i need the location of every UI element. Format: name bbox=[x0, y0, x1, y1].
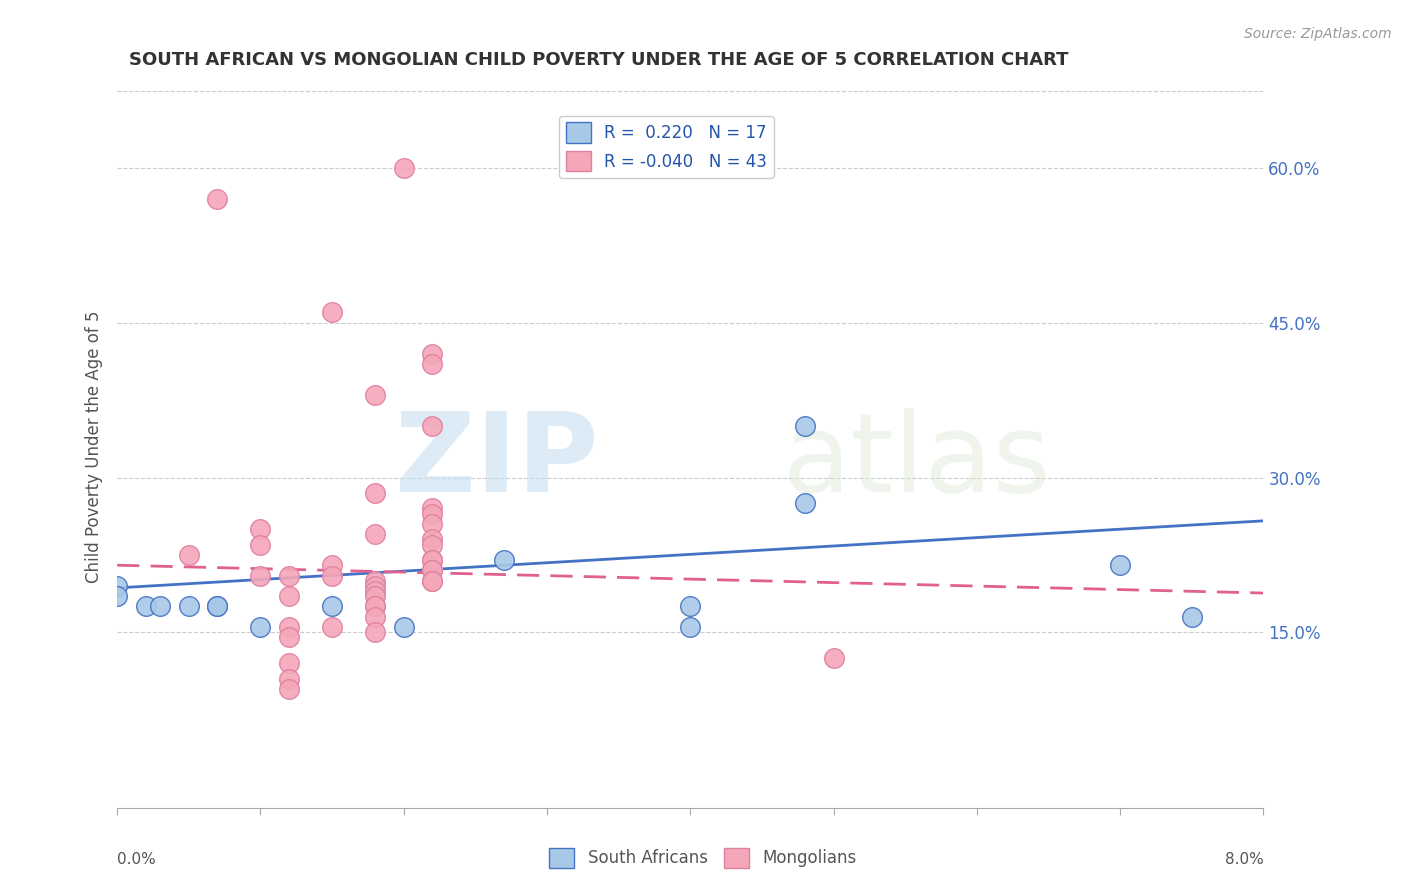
Point bbox=[793, 496, 815, 510]
Point bbox=[364, 579, 387, 593]
Text: ZIP: ZIP bbox=[395, 408, 599, 515]
Point bbox=[105, 579, 128, 593]
Point bbox=[679, 620, 702, 634]
Point bbox=[422, 419, 444, 434]
Point bbox=[364, 599, 387, 614]
Point bbox=[823, 651, 845, 665]
Point bbox=[278, 620, 301, 634]
Point bbox=[278, 656, 301, 670]
Text: Source: ZipAtlas.com: Source: ZipAtlas.com bbox=[1244, 27, 1392, 41]
Point bbox=[364, 599, 387, 614]
Text: 8.0%: 8.0% bbox=[1225, 852, 1264, 867]
Point bbox=[364, 609, 387, 624]
Point bbox=[278, 631, 301, 645]
Text: 0.0%: 0.0% bbox=[117, 852, 156, 867]
Point bbox=[105, 589, 128, 603]
Point bbox=[249, 568, 271, 582]
Point bbox=[207, 599, 229, 614]
Point bbox=[492, 553, 515, 567]
Point bbox=[321, 305, 343, 319]
Point bbox=[149, 599, 172, 614]
Point bbox=[207, 599, 229, 614]
Point bbox=[422, 501, 444, 516]
Point bbox=[207, 192, 229, 206]
Y-axis label: Child Poverty Under the Age of 5: Child Poverty Under the Age of 5 bbox=[86, 310, 103, 582]
Point bbox=[364, 584, 387, 599]
Point bbox=[679, 599, 702, 614]
Text: atlas: atlas bbox=[782, 408, 1050, 515]
Point bbox=[249, 620, 271, 634]
Point bbox=[422, 574, 444, 588]
Point bbox=[422, 357, 444, 371]
Point bbox=[392, 620, 415, 634]
Point bbox=[249, 522, 271, 536]
Point bbox=[392, 161, 415, 175]
Point bbox=[1109, 558, 1132, 573]
Point bbox=[321, 558, 343, 573]
Point bbox=[321, 620, 343, 634]
Point bbox=[422, 563, 444, 577]
Point bbox=[278, 568, 301, 582]
Point bbox=[1181, 609, 1204, 624]
Point bbox=[177, 548, 200, 562]
Point bbox=[249, 537, 271, 551]
Legend: R =  0.220   N = 17, R = -0.040   N = 43: R = 0.220 N = 17, R = -0.040 N = 43 bbox=[560, 115, 773, 178]
Point bbox=[422, 563, 444, 577]
Point bbox=[321, 568, 343, 582]
Point bbox=[278, 672, 301, 686]
Point bbox=[422, 553, 444, 567]
Point bbox=[422, 533, 444, 547]
Legend: South Africans, Mongolians: South Africans, Mongolians bbox=[543, 841, 863, 875]
Point bbox=[364, 574, 387, 588]
Point bbox=[364, 486, 387, 500]
Point bbox=[278, 681, 301, 696]
Point bbox=[177, 599, 200, 614]
Point bbox=[422, 347, 444, 361]
Point bbox=[321, 599, 343, 614]
Point bbox=[422, 553, 444, 567]
Point bbox=[422, 537, 444, 551]
Point bbox=[364, 527, 387, 541]
Point bbox=[364, 589, 387, 603]
Point bbox=[135, 599, 157, 614]
Point bbox=[422, 516, 444, 531]
Point bbox=[364, 388, 387, 402]
Point bbox=[422, 507, 444, 521]
Point bbox=[422, 574, 444, 588]
Text: SOUTH AFRICAN VS MONGOLIAN CHILD POVERTY UNDER THE AGE OF 5 CORRELATION CHART: SOUTH AFRICAN VS MONGOLIAN CHILD POVERTY… bbox=[129, 51, 1069, 69]
Point bbox=[364, 625, 387, 640]
Point bbox=[278, 589, 301, 603]
Point bbox=[793, 419, 815, 434]
